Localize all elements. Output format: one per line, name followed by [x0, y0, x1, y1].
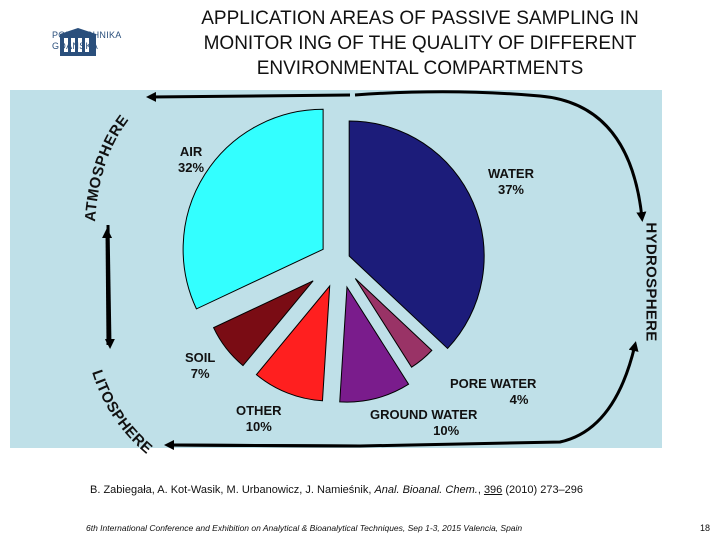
citation-volume: 396	[483, 484, 503, 496]
slice-value-other: 10%	[245, 419, 272, 434]
slice-name-soil: SOIL	[185, 350, 216, 365]
slice-name-ground-water: GROUND WATER	[370, 407, 478, 422]
slice-label-air: AIR 32%	[178, 144, 204, 176]
citation-journal: Anal. Bioanal. Chem.	[374, 484, 478, 496]
citation-authors: B. Zabiegała, A. Kot-Wasik, M. Urbanowic…	[90, 484, 375, 496]
slide-title: APPLICATION AREAS OF PASSIVE SAMPLING IN…	[150, 6, 690, 81]
pie-slice-air	[182, 108, 324, 310]
logo-line-1: POLITECHNIKA	[52, 30, 122, 40]
pie-slice-other	[255, 284, 331, 402]
pie-slices	[182, 108, 485, 403]
chart-panel	[10, 90, 662, 448]
slice-value-air: 32%	[178, 160, 205, 175]
pie-slice-soil	[212, 280, 314, 367]
arrow-top	[354, 90, 647, 222]
slice-label-pore-water: PORE WATER 4%	[450, 376, 536, 408]
slice-value-ground-water: 10%	[433, 423, 460, 438]
title-line-1: APPLICATION AREAS OF PASSIVE SAMPLING IN	[201, 8, 639, 29]
citation: B. Zabiegała, A. Kot-Wasik, M. Urbanowic…	[90, 484, 650, 496]
citation-sep: ,	[477, 484, 484, 496]
title-line-2: MONITOR ING OF THE QUALITY OF DIFFERENT	[203, 33, 637, 54]
slice-name-pore-water: PORE WATER	[450, 376, 537, 391]
arrow-top-left	[146, 91, 351, 102]
litosphere-text: LITOSPHERE	[88, 368, 155, 458]
page-number: 18	[700, 523, 711, 533]
slice-name-other: OTHER	[236, 403, 282, 418]
arrow-bottom-left	[164, 440, 361, 451]
slice-name-water: WATER	[488, 166, 534, 181]
hydrosphere-text: HYDROSPHERE	[642, 222, 660, 342]
citation-pages: (2010) 273–296	[502, 484, 584, 496]
atmosphere-label: ATMOSPHERE	[82, 112, 132, 223]
slice-name-air: AIR	[179, 144, 203, 159]
cycle-arrows	[102, 90, 647, 451]
title-line-3: ENVIRONMENTAL COMPARTMENTS	[256, 58, 584, 79]
slice-label-water: WATER 37%	[488, 166, 534, 198]
slice-label-other: OTHER 10%	[236, 403, 282, 435]
arrow-bottom	[169, 341, 639, 448]
arrow-left-up	[102, 228, 113, 346]
logo-line-2: GDAŃSKA	[52, 41, 99, 51]
litosphere-label: LITOSPHERE	[88, 368, 155, 458]
footer-text: 6th International Conference and Exhibit…	[86, 523, 523, 533]
logo-text: POLITECHNIKA GDAŃSKA	[52, 30, 122, 52]
slice-label-soil: SOIL 7%	[185, 350, 215, 382]
pie-slice-water	[348, 120, 485, 350]
slice-value-pore-water: 4%	[509, 392, 529, 407]
pie-slice-ground-water	[339, 285, 410, 403]
slice-value-water: 37%	[497, 182, 524, 197]
university-logo-icon	[60, 28, 96, 56]
slice-label-ground-water: GROUND WATER 10%	[370, 407, 477, 439]
atmosphere-text: ATMOSPHERE	[82, 112, 132, 223]
slice-value-soil: 7%	[190, 366, 210, 381]
pie-slice-pore-water	[354, 278, 433, 368]
